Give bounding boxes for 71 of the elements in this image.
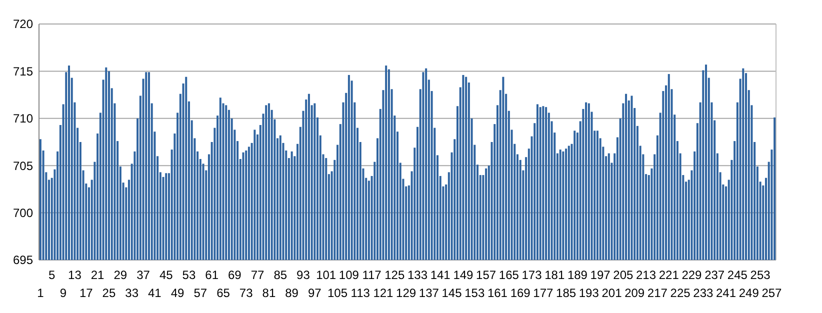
y-tick-label: 710 (12, 112, 34, 126)
x-tick-label: 57 (194, 286, 208, 300)
x-tick-label: 105 (328, 286, 348, 300)
x-tick-label: 197 (590, 268, 611, 282)
x-tick-label: 101 (316, 268, 336, 282)
x-tick-label: 85 (274, 268, 288, 282)
x-tick-label: 41 (148, 286, 162, 300)
x-tick-label: 73 (239, 286, 254, 300)
x-tick-label: 65 (216, 286, 230, 300)
x-tick-label: 161 (487, 286, 508, 300)
x-tick-label: 205 (613, 268, 634, 282)
x-tick-label: 13 (68, 268, 82, 282)
x-tick-label: 189 (567, 268, 588, 282)
x-tick-label: 213 (636, 268, 656, 282)
x-tick-label: 77 (250, 268, 265, 282)
x-tick-label: 257 (762, 286, 782, 300)
x-tick-label: 33 (125, 286, 139, 300)
x-tick-label: 153 (464, 286, 485, 300)
x-tick-label: 45 (159, 268, 174, 282)
x-tick-label: 9 (60, 286, 67, 300)
x-tick-label: 221 (658, 268, 680, 282)
x-tick-label: 217 (647, 286, 668, 300)
x-tick-label: 1 (37, 286, 44, 300)
x-tick-label: 253 (750, 268, 771, 282)
x-tick-label: 245 (727, 268, 748, 282)
x-tick-label: 17 (79, 286, 94, 300)
x-tick-label: 21 (90, 268, 105, 282)
x-tick-label: 113 (350, 286, 370, 300)
x-tick-label: 233 (693, 286, 714, 300)
x-tick-label: 49 (170, 286, 185, 300)
x-tick-label: 109 (338, 268, 360, 282)
x-tick-label: 5 (48, 268, 56, 282)
x-tick-label: 229 (682, 268, 702, 282)
x-tick-label: 225 (670, 286, 691, 300)
x-tick-label: 173 (522, 268, 542, 282)
x-tick-label: 117 (362, 268, 382, 282)
x-tick-label: 93 (296, 268, 310, 282)
y-tick-label: 720 (12, 17, 34, 32)
x-tick-label: 249 (738, 286, 760, 300)
x-tick-label: 69 (228, 268, 242, 282)
x-tick-label: 169 (510, 286, 531, 300)
x-tick-label: 137 (418, 286, 440, 300)
x-tick-label: 97 (308, 286, 322, 300)
x-tick-label: 129 (396, 286, 416, 300)
x-tick-label: 81 (262, 286, 276, 300)
x-tick-label: 149 (453, 268, 474, 282)
x-tick-label: 165 (498, 268, 520, 282)
x-tick-label: 201 (602, 286, 622, 300)
x-tick-label: 121 (373, 286, 394, 300)
x-tick-label: 25 (102, 286, 116, 300)
x-tick-label: 193 (578, 286, 600, 300)
x-tick-label: 53 (182, 268, 196, 282)
y-tick-label: 715 (12, 64, 34, 78)
y-tick-label: 695 (12, 253, 34, 268)
x-tick-label: 157 (476, 268, 496, 282)
x-tick-label: 181 (544, 268, 565, 282)
x-tick-label: 209 (624, 286, 645, 300)
x-tick-label: 145 (442, 286, 462, 300)
x-tick-label: 241 (716, 286, 736, 300)
y-tick-label: 700 (12, 206, 34, 220)
x-tick-label: 37 (136, 268, 150, 282)
x-tick-label: 61 (205, 268, 219, 282)
x-tick-label: 237 (704, 268, 725, 282)
y-tick-label: 705 (12, 158, 34, 173)
x-tick-label: 177 (533, 286, 554, 300)
x-tick-label: 133 (407, 268, 428, 282)
x-tick-label: 125 (384, 268, 405, 282)
x-tick-label: 185 (556, 286, 576, 300)
x-tick-label: 141 (430, 268, 451, 282)
x-tick-label: 89 (285, 286, 299, 300)
x-tick-label: 29 (114, 268, 128, 282)
